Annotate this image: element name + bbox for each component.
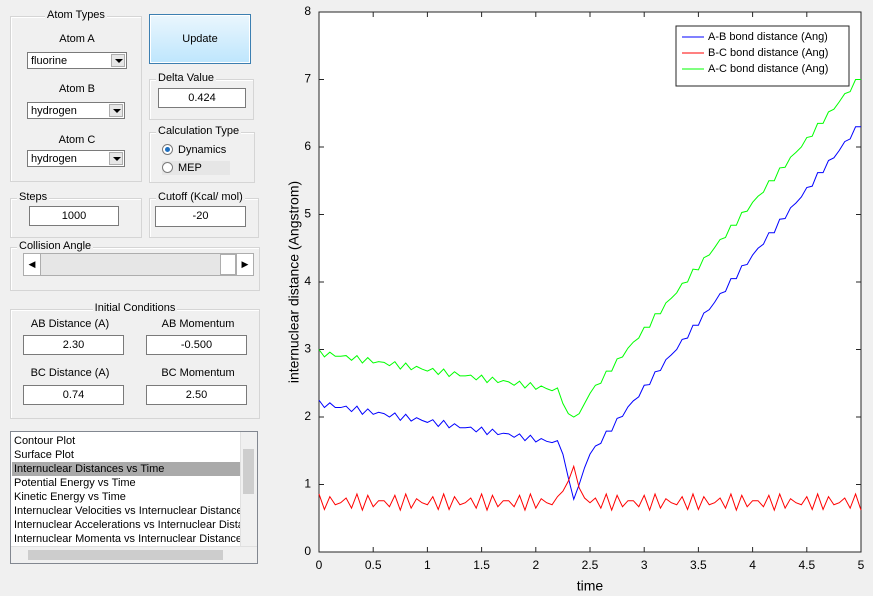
label: AB Momentum — [161, 318, 235, 330]
text-input[interactable]: -0.500 — [146, 335, 247, 355]
legend-label: A-C bond distance (Ang) — [708, 63, 828, 75]
panel-title: Cutoff (Kcal/ mol) — [156, 191, 245, 203]
x-tick-label: 1.5 — [473, 558, 490, 572]
x-axis-label: time — [577, 578, 604, 594]
list-items: Contour Plot Surface Plot Internuclear Dis… — [12, 434, 242, 546]
x-tick-label: 0 — [316, 558, 323, 572]
delta-panel: Delta Value — [149, 72, 254, 120]
dropdown[interactable]: fluorine — [27, 52, 127, 69]
slider-thumb[interactable] — [220, 254, 236, 275]
dropdown-value: fluorine — [31, 55, 68, 67]
dropdown-arrow[interactable] — [109, 152, 123, 165]
angle-slider[interactable]: ◀ ▶ — [23, 253, 254, 276]
y-tick-label: 4 — [304, 274, 311, 288]
x-tick-label: 4 — [749, 558, 756, 572]
slider-left[interactable]: ◀ — [24, 254, 41, 275]
x-tick-label: 2.5 — [582, 558, 599, 572]
series-line — [318, 79, 861, 418]
x-tick-label: 0.5 — [365, 558, 382, 572]
collision-angle-panel: Collision Angle — [10, 240, 260, 291]
panel-title: Initial Conditions — [92, 302, 178, 314]
calculation-type-panel: Calculation Type Dynamics MEP — [149, 125, 255, 183]
y-tick-label: 3 — [304, 342, 311, 356]
y-tick-label: 0 — [304, 544, 311, 558]
slider-right[interactable]: ▶ — [236, 254, 253, 275]
dropdown-arrow[interactable] — [111, 54, 125, 67]
label: Atom A — [59, 33, 95, 45]
label: AB Distance (A) — [30, 318, 110, 330]
text-input[interactable]: -20 — [155, 206, 246, 227]
panel-title: Steps — [17, 191, 50, 203]
text-input[interactable]: 0.74 — [23, 385, 124, 405]
x-tick-label: 3 — [641, 558, 648, 572]
panel-title: Atom Types — [45, 9, 107, 21]
y-tick-label: 2 — [304, 409, 311, 423]
y-tick-label: 5 — [304, 207, 311, 221]
list-item[interactable]: Internuclear Distances vs Time — [12, 462, 242, 476]
dropdown[interactable]: hydrogen — [27, 150, 125, 167]
text-input[interactable]: 2.30 — [23, 335, 124, 355]
text-input[interactable]: 2.50 — [146, 385, 247, 405]
list-item[interactable]: Potential Energy vs Time — [14, 477, 136, 489]
radio-option[interactable]: MEP — [162, 161, 230, 175]
horizontal-scrollbar[interactable] — [11, 546, 257, 563]
steps-panel: Steps — [10, 191, 142, 238]
plot-area — [319, 12, 861, 552]
radio-button[interactable] — [162, 144, 173, 155]
text-input[interactable]: 1000 — [29, 206, 119, 226]
list-item[interactable]: Internuclear Velocities vs Internuclear … — [14, 505, 242, 517]
vertical-scrollbar[interactable] — [240, 432, 257, 546]
radio-button[interactable] — [162, 162, 173, 173]
y-tick-label: 8 — [304, 4, 311, 18]
x-tick-label: 2 — [532, 558, 539, 572]
scroll-thumb[interactable] — [28, 550, 223, 560]
axes-box — [318, 11, 862, 553]
list-item[interactable]: Internuclear Momenta vs Internuclear Dis… — [14, 533, 242, 545]
text-input[interactable]: 0.424 — [158, 88, 246, 108]
y-axis-label: internuclear distance (Angstrom) — [286, 181, 302, 383]
label: BC Momentum — [161, 367, 235, 379]
y-tick-label: 6 — [304, 139, 311, 153]
series-line — [318, 464, 862, 512]
chart: time internuclear distance (Angstrom) 0 1… — [286, 4, 865, 594]
label: BC Distance (A) — [30, 367, 110, 379]
panel-title: Calculation Type — [156, 125, 242, 137]
scroll-thumb[interactable] — [243, 449, 254, 494]
update-button[interactable]: Update — [149, 14, 251, 64]
plot-list[interactable]: Contour Plot Surface Plot Internuclear Dis… — [10, 431, 258, 564]
list-item[interactable]: Surface Plot — [14, 449, 74, 461]
list-item[interactable]: Internuclear Accelerations vs Internucle… — [14, 519, 242, 531]
label: Atom B — [58, 83, 96, 95]
atom-types-panel: Atom Types — [10, 9, 142, 182]
y-tick-label: 1 — [304, 477, 311, 491]
label: Atom C — [58, 134, 96, 146]
x-tick-label: 4.5 — [798, 558, 815, 572]
y-tick-label: 7 — [304, 72, 311, 86]
legend-label: A-B bond distance (Ang) — [708, 31, 828, 43]
dropdown-arrow[interactable] — [109, 104, 123, 117]
list-item[interactable]: Kinetic Energy vs Time — [14, 491, 126, 503]
legend-box — [675, 25, 850, 87]
cutoff-panel: Cutoff (Kcal/ mol) — [149, 191, 259, 238]
x-tick-label: 5 — [858, 558, 865, 572]
dropdown-value: hydrogen — [31, 105, 77, 117]
radio-option[interactable]: Dynamics — [162, 143, 226, 157]
x-tick-label: 3.5 — [690, 558, 707, 572]
x-tick-label: 1 — [424, 558, 431, 572]
initial-conditions-panel: Initial Conditions — [10, 302, 260, 419]
legend-label: B-C bond distance (Ang) — [708, 47, 828, 59]
panel-title: Delta Value — [156, 72, 217, 84]
panel-title: Collision Angle — [17, 240, 94, 252]
series-line — [318, 126, 861, 502]
list-item[interactable]: Contour Plot — [14, 435, 76, 447]
dropdown[interactable]: hydrogen — [27, 102, 125, 119]
dropdown-value: hydrogen — [31, 153, 77, 165]
